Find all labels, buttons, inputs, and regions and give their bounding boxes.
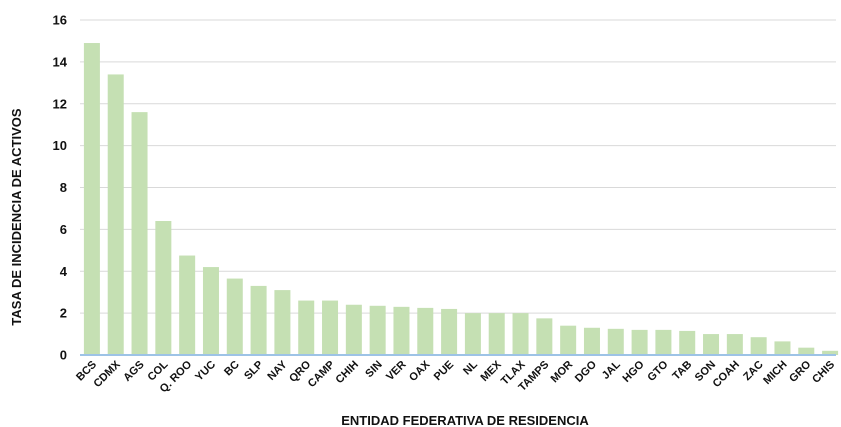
bar-gto bbox=[655, 329, 672, 355]
x-tick-label: GTO bbox=[645, 358, 671, 384]
bar-tab bbox=[679, 330, 696, 355]
x-tick-label: CHIS bbox=[810, 359, 837, 386]
x-tick-label: CHIH bbox=[333, 359, 361, 387]
bar-slp bbox=[250, 285, 267, 355]
bar-chih bbox=[345, 304, 362, 355]
bar-chis bbox=[822, 350, 839, 355]
x-tick-label: YUC bbox=[193, 359, 218, 384]
bar-nl bbox=[464, 313, 481, 355]
x-tick-label: COAH bbox=[711, 359, 742, 390]
bar-pue bbox=[441, 308, 458, 355]
bar-q-roo bbox=[179, 255, 196, 355]
x-tick-label: SLP bbox=[242, 359, 266, 383]
y-tick-label: 8 bbox=[60, 180, 67, 195]
bar-oax bbox=[417, 307, 434, 355]
x-tick-label: SIN bbox=[363, 359, 384, 380]
y-axis-title: TASA DE INCIDENCIA DE ACTIVOS bbox=[9, 108, 24, 325]
x-tick-label: CAMP bbox=[306, 359, 337, 390]
x-tick-label: MOR bbox=[549, 359, 576, 386]
x-axis-title: ENTIDAD FEDERATIVA DE RESIDENCIA bbox=[341, 413, 589, 427]
bar-dgo bbox=[583, 327, 600, 355]
bar-coah bbox=[726, 334, 743, 355]
bar-tamps bbox=[536, 318, 553, 355]
bar-jal bbox=[607, 328, 624, 355]
bar-bc bbox=[226, 278, 243, 355]
y-tick-label: 4 bbox=[60, 264, 68, 279]
y-tick-label: 0 bbox=[60, 348, 67, 363]
bar-gro bbox=[798, 347, 815, 355]
bar-col bbox=[155, 221, 172, 355]
bar-mex bbox=[488, 313, 505, 355]
x-tick-label: MICH bbox=[761, 359, 789, 387]
bar-nay bbox=[274, 290, 291, 355]
bar-ags bbox=[131, 112, 148, 355]
bar-cdmx bbox=[107, 74, 124, 355]
bar-yuc bbox=[202, 267, 219, 355]
x-tick-label: VER bbox=[384, 359, 409, 384]
bar-zac bbox=[750, 337, 767, 355]
bar-son bbox=[703, 334, 720, 355]
bar-mor bbox=[560, 325, 577, 355]
y-tick-label: 12 bbox=[53, 96, 67, 111]
bar-sin bbox=[369, 305, 386, 355]
x-tick-label: HGO bbox=[621, 358, 648, 385]
x-tick-label: CDMX bbox=[91, 358, 123, 390]
y-tick-labels: 0 2 4 6 8 10 12 14 16 bbox=[53, 13, 68, 363]
x-tick-label: NAY bbox=[265, 358, 290, 383]
y-tick-label: 10 bbox=[53, 138, 67, 153]
x-tick-label: JAL bbox=[600, 358, 623, 381]
bar-tlax bbox=[512, 313, 529, 355]
bars bbox=[83, 43, 839, 355]
bar-ver bbox=[393, 306, 410, 355]
y-tick-label: 6 bbox=[60, 222, 67, 237]
bar-mich bbox=[774, 341, 791, 355]
x-tick-label: NL bbox=[461, 358, 480, 377]
x-tick-label: PUE bbox=[432, 359, 456, 383]
x-tick-label: TAB bbox=[670, 359, 694, 383]
y-tick-label: 2 bbox=[60, 306, 67, 321]
x-tick-label: DGO bbox=[573, 358, 600, 385]
bar-hgo bbox=[631, 329, 648, 355]
x-tick-label: BC bbox=[222, 359, 242, 379]
x-tick-label: OAX bbox=[407, 358, 433, 384]
y-tick-label: 16 bbox=[53, 13, 67, 28]
y-tick-label: 14 bbox=[53, 54, 68, 69]
bar-bcs bbox=[83, 43, 100, 355]
bar-qro bbox=[298, 300, 315, 355]
x-tick-label: AGS bbox=[121, 359, 146, 384]
x-tick-label: GRO bbox=[787, 358, 814, 385]
bar-camp bbox=[322, 300, 339, 355]
